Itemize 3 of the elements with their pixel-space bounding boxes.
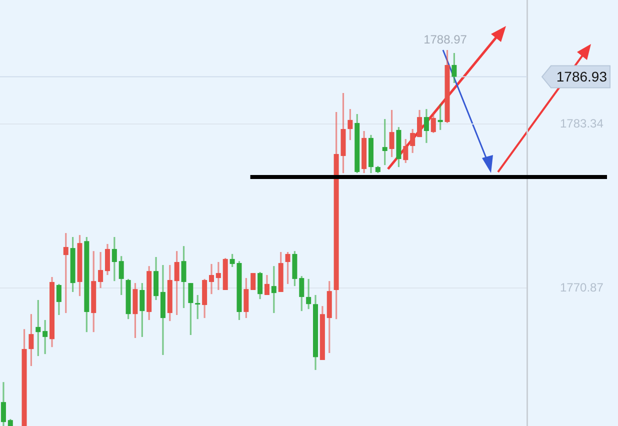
ref-line-label: 1786.93 (556, 68, 608, 85)
annotation: 1788.97 (424, 32, 468, 46)
candlestick (250, 272, 256, 291)
